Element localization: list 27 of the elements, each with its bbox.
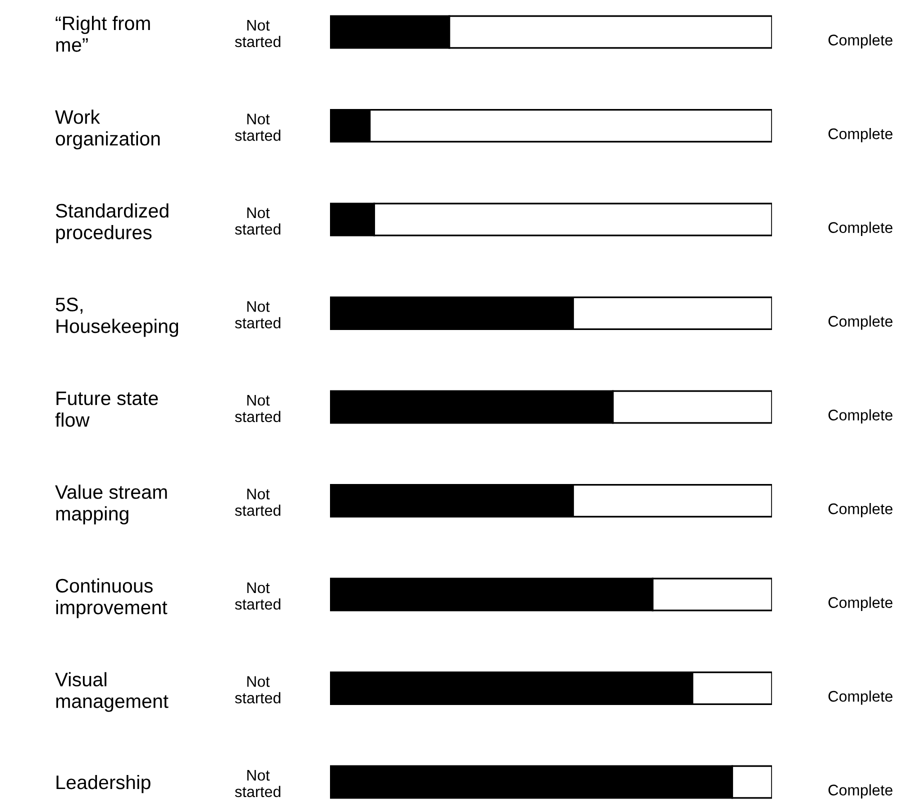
text: Complete (828, 34, 892, 48)
text: Not started (235, 395, 280, 422)
text: Complete (828, 409, 892, 424)
y-tick-label: Leadership (56, 774, 150, 794)
text: Not started (235, 20, 280, 48)
text: Complete (828, 222, 892, 236)
y-tick-label: “Right from me” (56, 16, 150, 52)
text: Not started (235, 582, 280, 610)
text: Not started (235, 114, 280, 141)
y-tick-label: Standardized procedures (56, 203, 168, 244)
y-tick-label: Visual management (55, 672, 168, 712)
y-tick-label: Work organization (55, 110, 160, 150)
text: Not started (235, 770, 280, 798)
text: Not started (235, 488, 280, 516)
y-tick-label: Future state flow (55, 392, 158, 427)
text: Complete (828, 784, 892, 798)
text: Complete (828, 690, 892, 705)
text: Complete (828, 596, 892, 611)
y-tick-label: Value stream mapping (55, 484, 167, 524)
text: Not started (235, 208, 280, 235)
text: Not started (235, 676, 280, 704)
text: Complete (828, 316, 892, 330)
text: Not started (235, 301, 280, 328)
text: Complete (828, 128, 892, 142)
y-tick-label: Continuous improvement (56, 578, 168, 618)
y-tick-label: 5S, Housekeeping (56, 298, 178, 337)
text: Complete (828, 503, 892, 518)
